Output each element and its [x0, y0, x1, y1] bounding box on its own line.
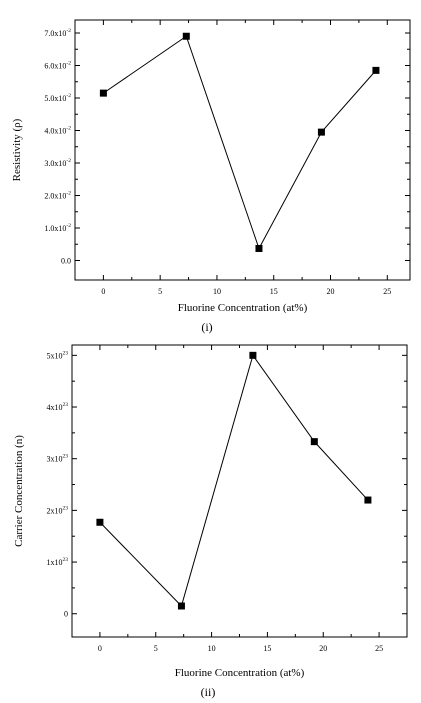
y-tick-mantissa: 2.0x10 — [44, 192, 66, 201]
y-tick-mantissa: 3.0x10 — [44, 159, 66, 168]
x-tick-label: 0 — [101, 287, 105, 296]
data-point — [249, 351, 257, 359]
series-line — [99, 354, 369, 607]
y-tick-mantissa: 0 — [64, 610, 68, 619]
y-tick-mantissa: 5x10 — [47, 351, 63, 360]
y-tick-label: 0 — [64, 610, 68, 619]
y-tick-label: 4.0x10-2 — [44, 126, 71, 136]
x-tick-label: 5 — [158, 287, 162, 296]
y-tick-label: 4x1023 — [47, 402, 69, 412]
y-tick-label: 5x1023 — [47, 350, 69, 360]
y-tick-exponent: -2 — [66, 223, 71, 229]
y-tick-exponent: -2 — [66, 158, 71, 164]
y-tick-label: 3.0x10-2 — [44, 158, 71, 168]
y-tick-mantissa: 7.0x10 — [44, 29, 66, 38]
y-tick-exponent: 23 — [63, 454, 69, 460]
y-tick-label: 2.0x10-2 — [44, 191, 71, 201]
data-point — [255, 244, 263, 252]
y-tick-mantissa: 6.0x10 — [44, 62, 66, 71]
y-tick-exponent: 23 — [63, 402, 69, 408]
y-tick-mantissa: 1x10 — [47, 558, 63, 567]
data-point — [364, 496, 372, 504]
y-axis-title: Resistivity (ρ) — [11, 118, 23, 181]
y-tick-label: 5.0x10-2 — [44, 93, 71, 103]
y-tick-exponent: -2 — [66, 126, 71, 132]
series-line — [103, 35, 377, 250]
x-tick-label: 5 — [154, 644, 158, 653]
plot-frame — [74, 19, 411, 281]
panel-caption: (ii) — [201, 685, 216, 699]
y-tick-mantissa: 2x10 — [47, 506, 63, 515]
y-tick-label: 1.0x10-2 — [44, 223, 71, 233]
y-tick-mantissa: 1.0x10 — [44, 224, 66, 233]
y-tick-exponent: 23 — [63, 505, 69, 511]
data-point — [99, 89, 107, 97]
x-tick-label: 10 — [208, 644, 216, 653]
data-point — [177, 602, 185, 610]
x-axis-title: Fluorine Concentration (at%) — [178, 302, 308, 314]
x-tick-label: 25 — [383, 287, 391, 296]
y-tick-exponent: -2 — [66, 93, 71, 99]
y-tick-label: 7.0x10-2 — [44, 28, 71, 38]
x-tick-label: 20 — [327, 287, 335, 296]
data-point — [310, 438, 318, 446]
y-axis-title: Carrier Concentration (n) — [13, 435, 25, 547]
y-tick-label: 6.0x10-2 — [44, 61, 71, 71]
y-tick-mantissa: 3x10 — [47, 455, 63, 464]
x-tick-label: 25 — [375, 644, 383, 653]
y-tick-mantissa: 4x10 — [47, 403, 63, 412]
plot-frame — [71, 344, 408, 638]
data-point — [182, 32, 190, 40]
y-tick-label: 1x1023 — [47, 557, 69, 567]
x-tick-label: 0 — [98, 644, 102, 653]
y-tick-exponent: -2 — [66, 191, 71, 197]
y-tick-label: 0.0 — [61, 257, 71, 266]
y-tick-label: 3x1023 — [47, 454, 69, 464]
x-tick-label: 15 — [263, 644, 271, 653]
x-axis-title: Fluorine Concentration (at%) — [175, 667, 305, 679]
y-tick-exponent: 23 — [63, 557, 69, 563]
y-tick-exponent: -2 — [66, 28, 71, 34]
y-tick-exponent: -2 — [66, 61, 71, 67]
data-point — [317, 128, 325, 136]
data-point — [372, 66, 380, 74]
y-tick-exponent: 23 — [63, 350, 69, 356]
x-tick-label: 15 — [270, 287, 278, 296]
chart-panel-ii: 0 5 10 15 20 2501x10232x10233x10234x10235x102… — [13, 344, 408, 699]
data-point — [96, 518, 104, 526]
y-tick-mantissa: 4.0x10 — [44, 127, 66, 136]
panel-caption: (i) — [201, 320, 212, 334]
y-tick-label: 2x1023 — [47, 505, 69, 515]
x-tick-label: 20 — [319, 644, 327, 653]
chart-panel-i: 0 5 10 15 20 250.01.0x10-22.0x10-23.0x10-24.0… — [11, 19, 411, 334]
y-tick-mantissa: 0.0 — [61, 257, 71, 266]
y-tick-mantissa: 5.0x10 — [44, 94, 66, 103]
x-tick-label: 10 — [213, 287, 221, 296]
